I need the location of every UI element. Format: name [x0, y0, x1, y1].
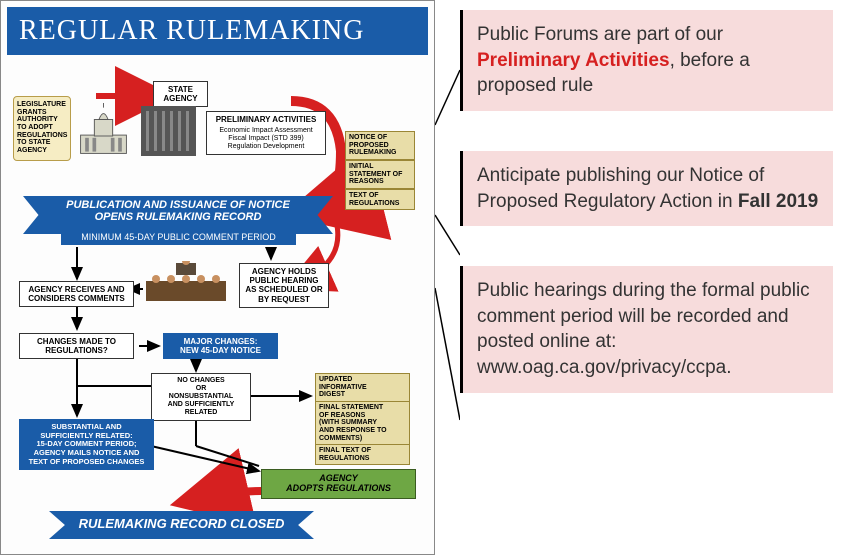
major-changes-text: MAJOR CHANGES: NEW 45-DAY NOTICE [180, 337, 261, 355]
prelim-body: Economic Impact Assessment Fiscal Impact… [211, 127, 321, 151]
prelim-head: PRELIMINARY ACTIVITIES [211, 115, 321, 124]
tab-notice-proposed: NOTICE OF PROPOSED RULEMAKING [345, 131, 415, 160]
tab-final-statement: FINAL STATEMENT OF REASONS (WITH SUMMARY… [315, 401, 410, 445]
hearing-icon [141, 261, 231, 306]
tab-final-text: FINAL TEXT OF REGULATIONS [315, 444, 410, 465]
callout-1: Public Forums are part of our Preliminar… [460, 10, 833, 111]
tab-initial-statement: INITIAL STATEMENT OF REASONS [345, 160, 415, 189]
major-changes-box: MAJOR CHANGES: NEW 45-DAY NOTICE [163, 333, 278, 359]
agency-hearing-box: AGENCY HOLDS PUBLIC HEARING AS SCHEDULED… [239, 263, 329, 308]
page: REGULAR RULEMAKING [0, 0, 843, 555]
no-changes-box: NO CHANGES OR NONSUBSTANTIAL AND SUFFICI… [151, 373, 251, 421]
callout-text: Public hearings during the formal public… [477, 280, 810, 378]
tab-text-regs: TEXT OF REGULATIONS [345, 189, 415, 210]
flowchart-panel: REGULAR RULEMAKING [0, 0, 435, 555]
title-bar: REGULAR RULEMAKING [7, 7, 428, 55]
tab-updated-digest: UPDATED INFORMATIVE DIGEST [315, 373, 410, 402]
preliminary-activities-box: PRELIMINARY ACTIVITIES Economic Impact A… [206, 111, 326, 155]
agency-adopts-text: AGENCY ADOPTS REGULATIONS [286, 473, 391, 493]
record-closed-banner: RULEMAKING RECORD CLOSED [49, 511, 314, 539]
callouts-panel: Public Forums are part of our Preliminar… [435, 0, 843, 555]
callout-text: Preliminary Activities [477, 50, 670, 71]
callout-text: Fall 2019 [738, 191, 818, 212]
building-icon [141, 106, 196, 156]
legislature-scroll: LEGISLATURE GRANTS AUTHORITY TO ADOPT RE… [13, 96, 71, 161]
comment-period-bar: MINIMUM 45-DAY PUBLIC COMMENT PERIOD [61, 229, 296, 245]
publication-banner-text: PUBLICATION AND ISSUANCE OF NOTICE OPENS… [66, 199, 290, 223]
substantial-text: SUBSTANTIAL AND SUFFICIENTLY RELATED: 15… [29, 422, 145, 466]
connector-lines [435, 0, 460, 555]
callout-3: Public hearings during the formal public… [460, 266, 833, 393]
agency-receives-box: AGENCY RECEIVES AND CONSIDERS COMMENTS [19, 281, 134, 307]
state-agency-box: STATE AGENCY [153, 81, 208, 107]
agency-adopts-box: AGENCY ADOPTS REGULATIONS [261, 469, 416, 499]
capitol-icon [76, 103, 131, 158]
substantial-box: SUBSTANTIAL AND SUFFICIENTLY RELATED: 15… [19, 419, 154, 470]
callout-text: Anticipate publishing our Notice of Prop… [477, 165, 764, 212]
callout-text: Public Forums are part of our [477, 24, 723, 45]
changes-box: CHANGES MADE TO REGULATIONS? [19, 333, 134, 359]
callout-2: Anticipate publishing our Notice of Prop… [460, 151, 833, 226]
